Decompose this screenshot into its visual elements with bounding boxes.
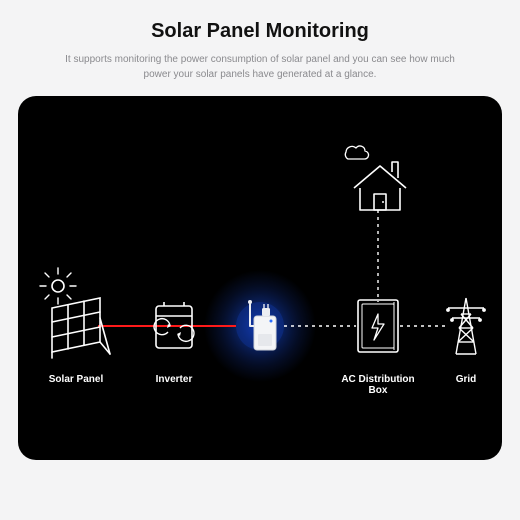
label-inverter: Inverter (134, 374, 214, 385)
page-title: Solar Panel Monitoring (18, 20, 502, 43)
page-subtitle: It supports monitoring the power consump… (60, 53, 460, 82)
ac-box-icon (358, 300, 398, 352)
label-grid: Grid (426, 374, 502, 385)
grid-pylon-icon (447, 298, 485, 354)
label-acbox: AC Distribution Box (333, 374, 423, 396)
diagram-panel: Solar Panel Inverter AC Distribution Box… (18, 96, 502, 460)
solar-panel-icon (40, 268, 110, 358)
label-solar: Solar Panel (36, 374, 116, 385)
diagram-svg (18, 96, 502, 460)
house-icon (345, 146, 406, 210)
